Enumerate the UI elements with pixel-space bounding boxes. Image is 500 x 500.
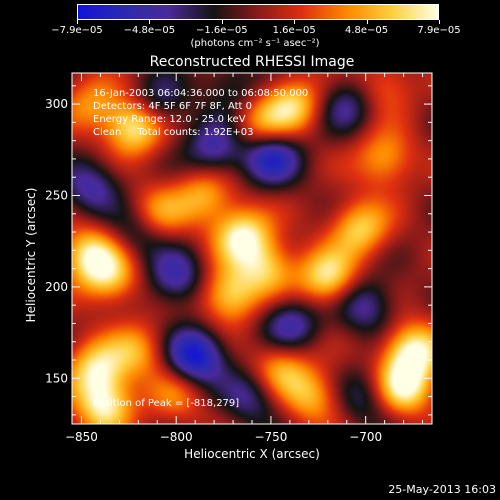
colorbar-tick bbox=[439, 20, 440, 24]
x-tick-label: −850 bbox=[65, 430, 98, 444]
colorbar-tick bbox=[294, 20, 296, 24]
x-tick-label: −800 bbox=[160, 430, 193, 444]
colorbar bbox=[77, 4, 439, 20]
detectors-label: Detectors: 4F 5F 6F 7F 8F, Att 0 bbox=[93, 101, 253, 112]
colorbar-tick bbox=[149, 20, 151, 24]
y-axis-label: Heliocentric Y (arcsec) bbox=[24, 187, 38, 323]
colorbar-tick bbox=[366, 20, 368, 24]
y-tick-label: 300 bbox=[45, 97, 68, 111]
y-tick-label: 150 bbox=[45, 371, 68, 385]
colorbar-tick-labels: −7.9e−05 −4.8e−05 −1.6e−05 1.6e−05 4.8e−05 7.… bbox=[0, 25, 500, 39]
colorbar-tick-label: 4.8e−05 bbox=[345, 25, 389, 36]
colorbar-tick-label: −4.8e−05 bbox=[123, 25, 176, 36]
chart-title: Reconstructed RHESSI Image bbox=[149, 54, 355, 70]
colorbar-unit-label: (photons cm⁻² s⁻¹ asec⁻²) bbox=[190, 38, 320, 49]
time-range-label: 16-Jan-2003 06:04:36.000 to 06:08:50.000 bbox=[93, 88, 309, 99]
x-tick-label: −700 bbox=[349, 430, 382, 444]
colorbar-tick bbox=[221, 20, 223, 24]
footer-timestamp: 25-May-2013 16:03 bbox=[388, 483, 496, 496]
y-tick-label: 200 bbox=[45, 280, 68, 294]
colorbar-tick-label: −7.9e−05 bbox=[51, 25, 103, 36]
y-tick-label: 250 bbox=[45, 188, 68, 202]
colorbar-tick-label: 1.6e−05 bbox=[272, 25, 316, 36]
colorbar-ticks bbox=[77, 20, 440, 28]
clean-counts-label: Clean Total counts: 1.92E+03 bbox=[93, 127, 254, 138]
peak-position-label: Position of Peak = [-818,279] bbox=[93, 398, 240, 409]
x-axis-label: Heliocentric X (arcsec) bbox=[184, 447, 320, 461]
colorbar-tick bbox=[77, 20, 78, 24]
x-tick-label: −750 bbox=[254, 430, 287, 444]
heatmap-image bbox=[72, 73, 432, 424]
colorbar-tick-label: 7.9e−05 bbox=[417, 25, 461, 36]
colorbar-tick-label: −1.6e−05 bbox=[196, 25, 248, 36]
energy-range-label: Energy Range: 12.0 - 25.0 keV bbox=[93, 114, 246, 125]
plot-frame bbox=[71, 72, 433, 425]
